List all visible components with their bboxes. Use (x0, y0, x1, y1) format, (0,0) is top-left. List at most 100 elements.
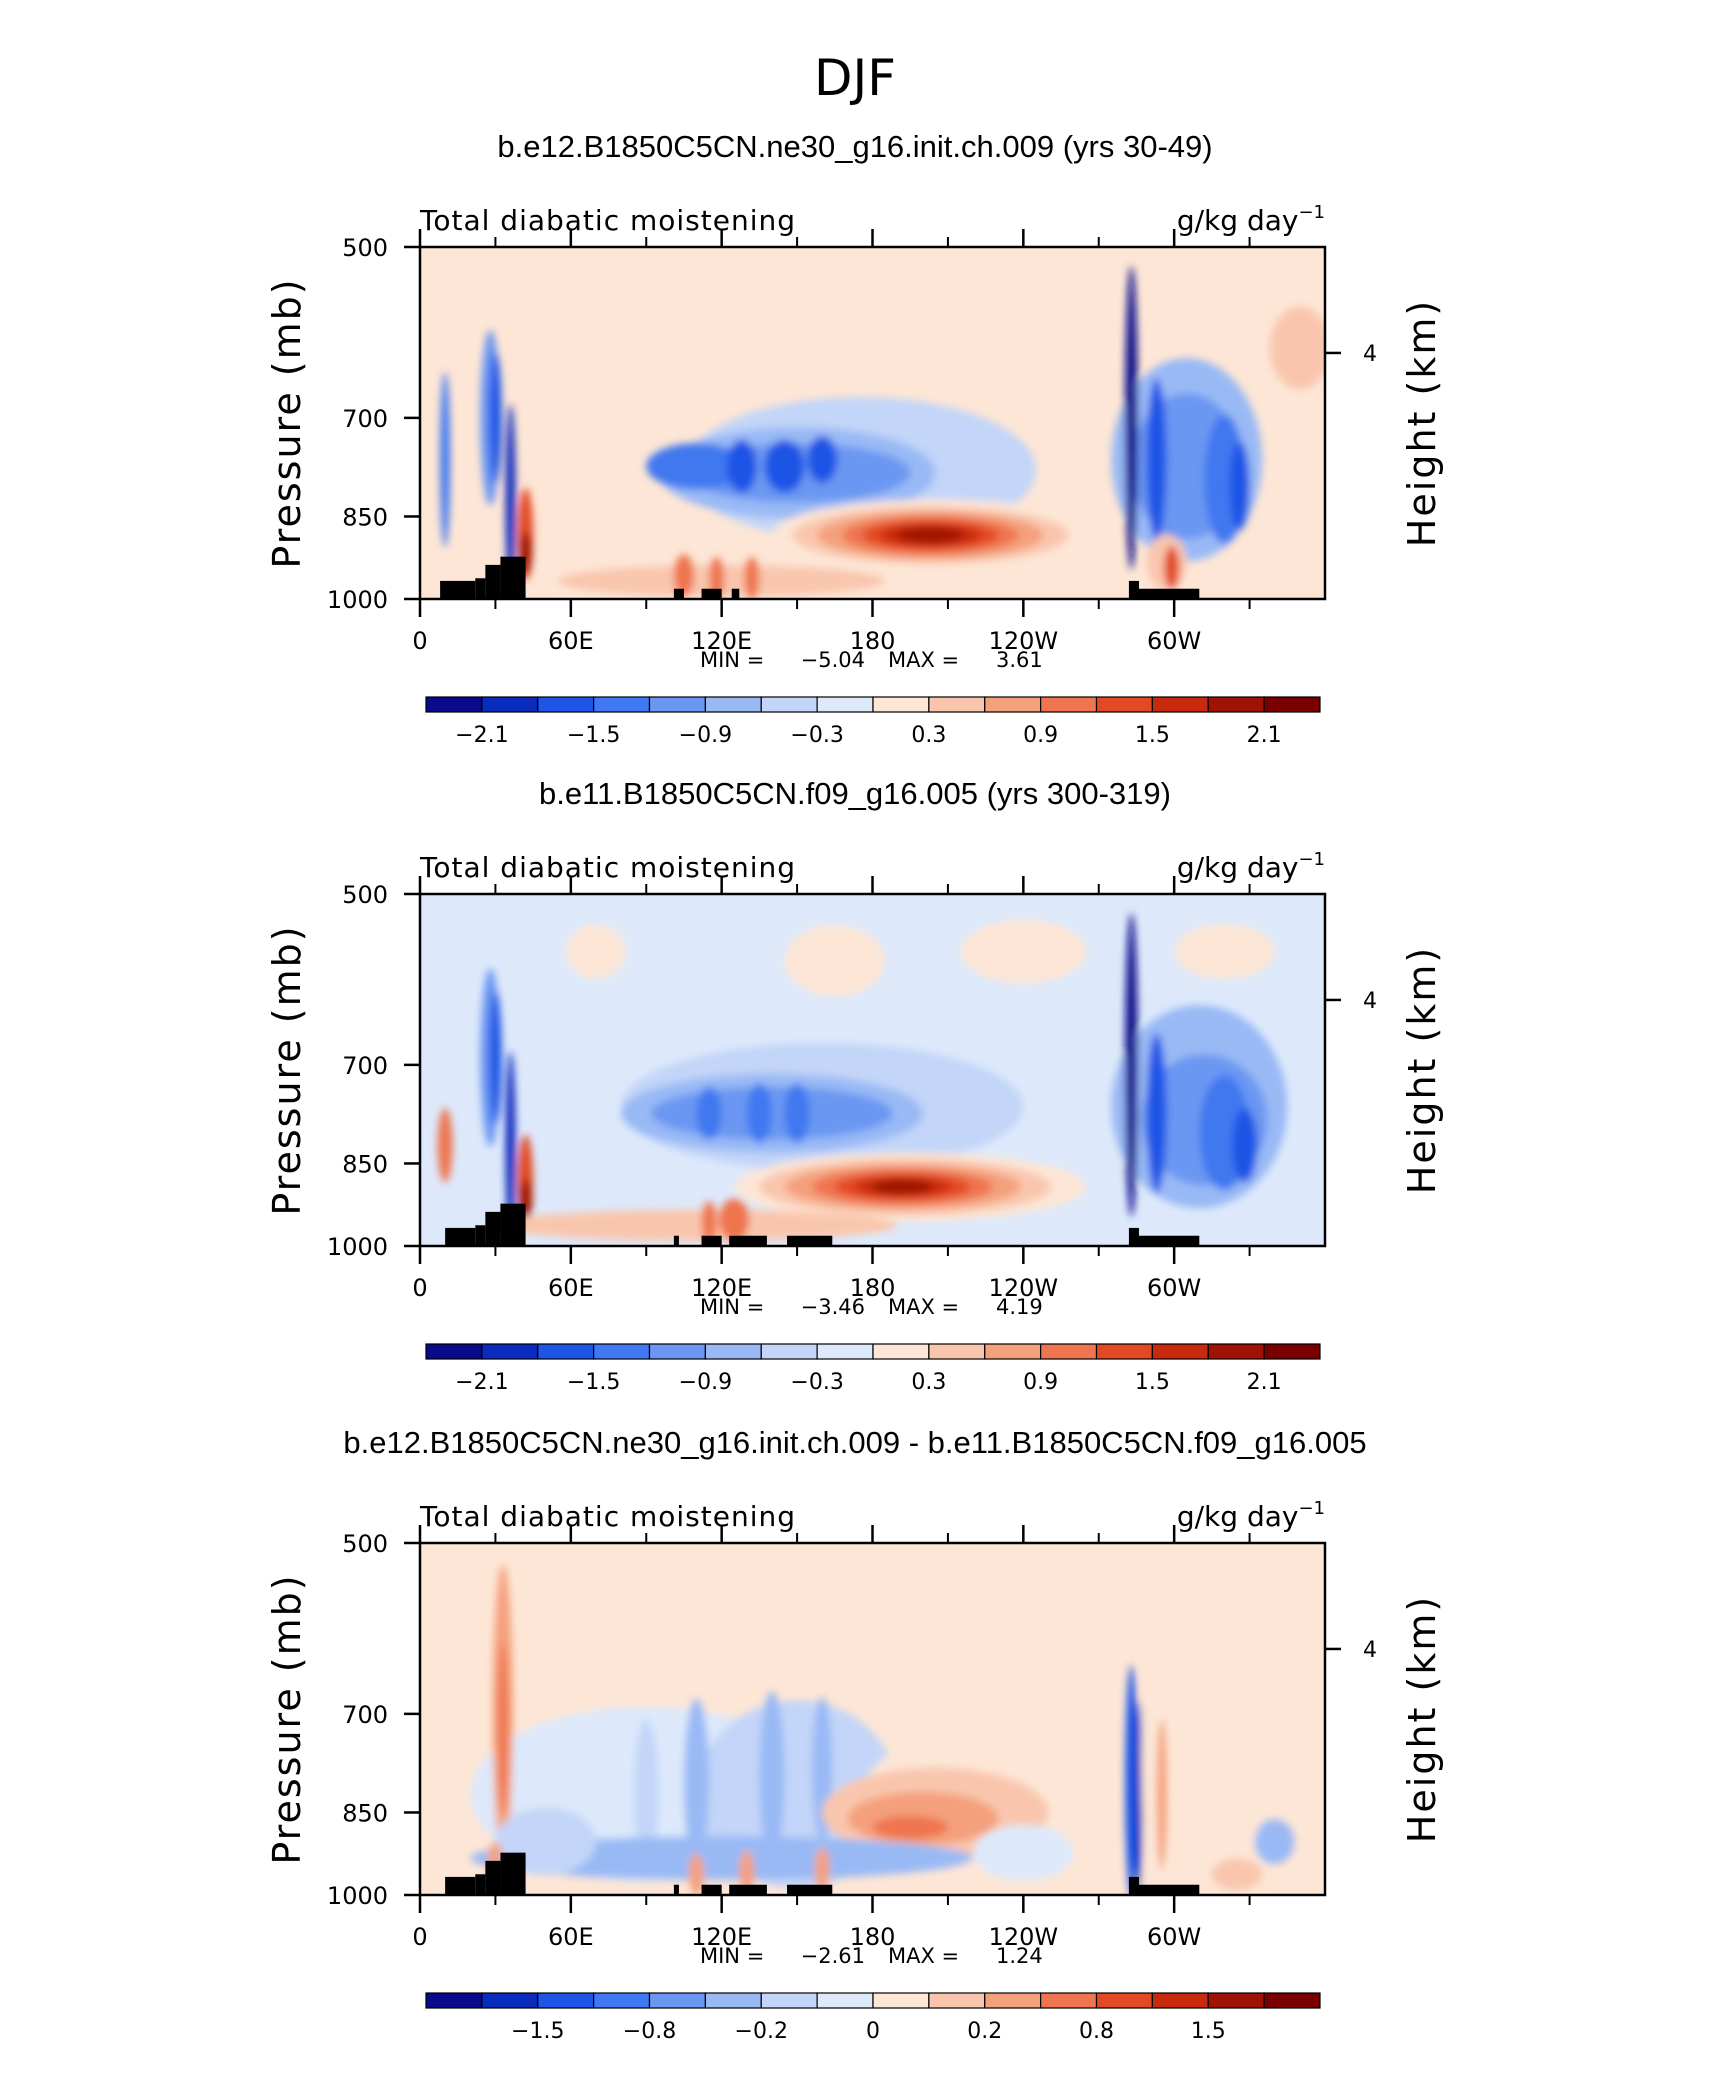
contour-region (814, 1847, 830, 1891)
colorbar-swatch (1095, 1992, 1153, 2009)
colorbar-label: −0.3 (790, 723, 843, 748)
colorbar: −1.5 −0.8 −0.2 0 0.2 0.8 1.5 (425, 1992, 1321, 2044)
contour-region (688, 1853, 705, 1895)
panel-3: b.e12.B1850C5CN.ne30_g16.init.ch.009 - b… (265, 1425, 1444, 2044)
colorbar-swatch (1151, 696, 1209, 713)
topography-block (673, 1884, 679, 1895)
x-tick-label: 180 (850, 1274, 896, 1302)
contour-region (1211, 1858, 1263, 1891)
colorbar-swatch (872, 1992, 930, 2009)
colorbar-label: 0.3 (911, 723, 946, 748)
colorbar-swatch (984, 1343, 1042, 1360)
contour-region (550, 1584, 591, 1687)
colorbar-swatch (1207, 696, 1265, 713)
y-tick-label: 850 (342, 1799, 388, 1827)
contour-region (1231, 1107, 1258, 1183)
colorbar-label: −0.2 (735, 2019, 788, 2044)
contour-field (420, 1543, 1325, 1895)
panel-1: b.e12.B1850C5CN.ne30_g16.init.ch.009 (yr… (265, 129, 1444, 748)
colorbar-label: 2.1 (1247, 723, 1282, 748)
contour-region (470, 1836, 974, 1881)
colorbar-swatch (1040, 696, 1098, 713)
y-tick-label: 500 (342, 1530, 388, 1558)
colorbar-swatch (481, 1992, 539, 2009)
colorbar-label: −2.1 (455, 723, 508, 748)
x-tick-label: 60W (1147, 1923, 1201, 1951)
contour-region (497, 1642, 508, 1814)
colorbar-swatch (704, 1992, 762, 2009)
contour-region (696, 1086, 722, 1140)
panel-units: g/kg day−1 (1177, 849, 1325, 884)
colorbar: −2.1 −1.5 −0.9 −0.3 0.3 0.9 1.5 2.1 (425, 696, 1321, 748)
colorbar-swatch (537, 1343, 595, 1360)
topography-block (729, 1884, 767, 1895)
topography-block (500, 556, 526, 599)
colorbar-label: −0.9 (679, 723, 732, 748)
colorbar-label: −1.5 (567, 723, 620, 748)
y-axis-label-right: Height (km) (1400, 299, 1444, 547)
y-tick-label: 1000 (327, 586, 388, 614)
colorbar-label: 0.2 (967, 2019, 1002, 2044)
x-tick-label: 120W (989, 627, 1059, 655)
panel-header-left: Total diabatic moistening (419, 1500, 796, 1533)
right-tick-label: 4 (1363, 342, 1377, 367)
contour-region (701, 1201, 717, 1244)
contour-region (872, 1178, 933, 1195)
right-tick-label: 4 (1363, 1638, 1377, 1663)
contour-region (633, 1719, 659, 1870)
contour-region (784, 1083, 810, 1143)
colorbar-swatch (481, 696, 539, 713)
contour-region (1135, 1700, 1143, 1889)
y-tick-label: 700 (342, 1701, 388, 1729)
x-tick-label: 180 (850, 1923, 896, 1951)
contour-region (709, 557, 725, 599)
y-tick-label: 850 (342, 503, 388, 531)
contour-region (505, 404, 516, 593)
topography-block (1128, 580, 1139, 599)
y-axis-label-right: Height (km) (1400, 946, 1444, 1194)
panel-title: b.e11.B1850C5CN.f09_g16.005 (yrs 300-319… (539, 776, 1171, 811)
max-value: 3.61 (996, 648, 1043, 672)
contour-region (489, 352, 502, 484)
topography-block (673, 1235, 679, 1246)
colorbar-swatch (984, 1992, 1042, 2009)
colorbar-swatch (537, 1992, 595, 2009)
right-tick-label: 4 (1363, 989, 1377, 1014)
topography-block (1133, 588, 1200, 599)
colorbar-label: 1.5 (1191, 2019, 1226, 2044)
contour-region (1254, 1818, 1295, 1865)
contour-region (897, 527, 963, 544)
x-tick-label: 120W (989, 1274, 1059, 1302)
contour-region (807, 436, 838, 484)
contour-region (1229, 441, 1250, 531)
topography-block (787, 1884, 833, 1895)
y-tick-label: 700 (342, 405, 388, 433)
colorbar-swatch (1263, 1343, 1321, 1360)
colorbar-swatch (1207, 1343, 1265, 1360)
topography-block (701, 588, 722, 599)
colorbar-label: 2.1 (1247, 1370, 1282, 1395)
contour-region (764, 439, 805, 493)
colorbar-label: −2.1 (455, 1370, 508, 1395)
contour-region (440, 371, 451, 548)
colorbar-label: −0.9 (679, 1370, 732, 1395)
min-label: MIN = (700, 648, 764, 672)
colorbar-swatch (648, 696, 706, 713)
contour-region (646, 443, 747, 490)
contour-region (1164, 545, 1180, 590)
contour-region (1125, 265, 1138, 570)
topography-block (1128, 1227, 1139, 1246)
contour-region (683, 1698, 710, 1865)
contour-region (759, 1690, 785, 1860)
topography-block (701, 1235, 722, 1246)
panel-units: g/kg day−1 (1177, 202, 1325, 237)
colorbar-swatch (425, 1343, 483, 1360)
colorbar-swatch (984, 696, 1042, 713)
max-label: MAX = (888, 1295, 959, 1319)
contour-region (437, 1107, 453, 1183)
colorbar-swatch (1095, 1343, 1153, 1360)
min-value: −5.04 (801, 648, 865, 672)
x-tick-label: 120W (989, 1923, 1059, 1951)
topography-block (673, 588, 684, 599)
topography-block (445, 1227, 476, 1246)
